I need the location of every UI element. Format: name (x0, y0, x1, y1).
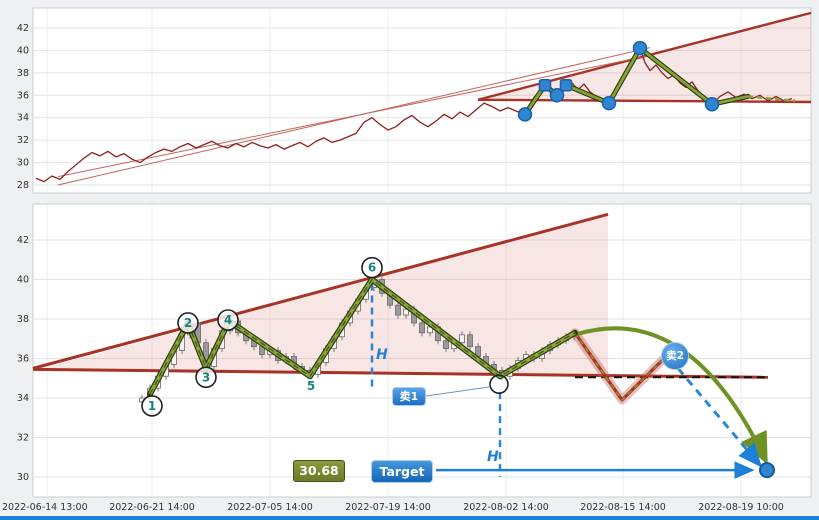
wave-number-circle (177, 312, 199, 334)
pattern-square-marker[interactable] (559, 78, 573, 92)
target-dot[interactable] (759, 462, 775, 479)
bottom-accent-bar (0, 516, 819, 520)
candle[interactable] (443, 340, 449, 350)
pattern-point-marker[interactable] (517, 107, 533, 122)
y-axis-tick: 34 (17, 393, 29, 404)
y-axis-tick: 40 (17, 45, 29, 56)
pattern-square-marker[interactable] (538, 78, 552, 92)
y-axis-tick: 32 (17, 135, 29, 146)
x-axis-tick: 2022-07-05 14:00 (227, 502, 313, 513)
y-axis-tick: 34 (17, 113, 29, 124)
trend-channel-line (57, 54, 651, 178)
sell1-pointer-line (425, 386, 490, 397)
y-axis-tick: 42 (17, 235, 29, 246)
wave-number-circle (361, 256, 383, 279)
measure-h-label-2: H (487, 449, 499, 465)
y-axis-tick: 32 (17, 433, 29, 444)
measure-h-label-1: H (376, 347, 388, 363)
candle[interactable] (395, 304, 401, 316)
y-axis-tick: 30 (17, 158, 29, 169)
candle[interactable] (403, 308, 409, 316)
y-axis-tick: 42 (17, 23, 29, 34)
sell2-badge[interactable]: 卖2 (661, 342, 689, 370)
wave-number-label: 3 (202, 370, 210, 384)
sell2-projection-arrow[interactable] (676, 367, 762, 468)
wave-number-circle (217, 309, 239, 331)
x-axis-tick: 2022-08-19 10:00 (698, 502, 784, 513)
x-axis-tick: 2022-08-02 14:00 (463, 502, 549, 513)
overview-content (35, 11, 812, 186)
detail-content: 1 2 3 4 5 6 (32, 212, 775, 479)
y-axis-tick: 38 (17, 314, 29, 325)
triangle-upper-line (32, 212, 609, 370)
y-axis-tick: 30 (17, 472, 29, 483)
target-price-box[interactable]: 30.68 (293, 460, 345, 482)
candle[interactable] (459, 334, 465, 344)
wave-number-circle (141, 395, 163, 417)
price-line (35, 47, 793, 183)
wave-number-label: 4 (224, 313, 232, 327)
candle[interactable] (419, 322, 425, 334)
wave-number-label: 2 (184, 316, 192, 330)
x-axis-tick: 2022-08-15 14:00 (580, 502, 666, 513)
pattern-point-marker[interactable] (632, 40, 648, 56)
y-axis-tick: 38 (17, 68, 29, 79)
sell1-point-circle (489, 374, 509, 394)
zigzag-dashed-tail (747, 95, 796, 103)
y-axis-tick: 36 (17, 354, 29, 365)
pattern-point-marker[interactable] (549, 88, 565, 103)
x-axis-tick: 2022-06-21 14:00 (109, 502, 195, 513)
candle[interactable] (467, 334, 473, 348)
pattern-point-marker[interactable] (601, 95, 617, 111)
x-axis-tick: 2022-06-14 13:00 (2, 502, 88, 513)
wave-number-label: 5 (307, 379, 315, 393)
wave-number-circle (195, 366, 217, 389)
x-axis-tick: 2022-07-19 14:00 (345, 502, 431, 513)
y-axis-tick: 36 (17, 90, 29, 101)
wave-number-label: 1 (148, 399, 156, 413)
sell1-badge[interactable]: 卖1 (392, 387, 426, 406)
wave-number-label: 6 (368, 261, 376, 275)
y-axis-tick: 40 (17, 275, 29, 286)
y-axis-tick: 28 (17, 180, 29, 191)
pattern-point-marker[interactable] (704, 97, 720, 112)
target-label-box[interactable]: Target (371, 460, 433, 483)
